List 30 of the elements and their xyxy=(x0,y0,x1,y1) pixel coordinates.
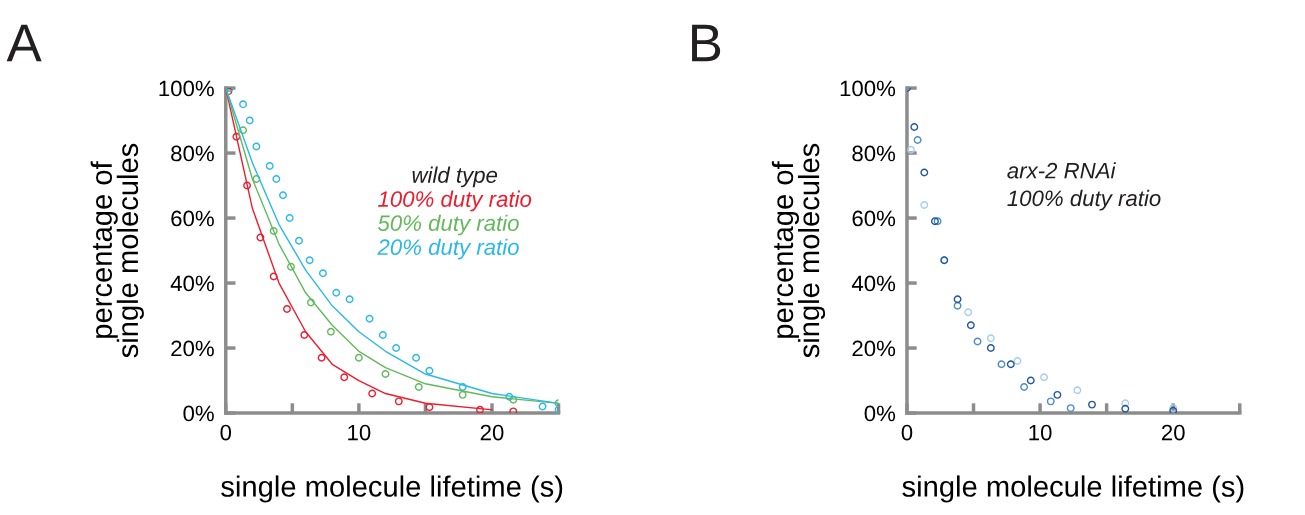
text: A xyxy=(6,24,42,62)
text: 20% duty ratio xyxy=(377,238,519,260)
y-tick-label: 80% xyxy=(852,145,896,162)
x-axis-title: single molecule lifetime (s) xyxy=(902,475,1244,503)
x-tick-label: 20 xyxy=(1161,424,1185,441)
y-tick-label: 100% xyxy=(159,80,214,97)
y-tick-label: 60% xyxy=(171,210,214,227)
annotation: 100% duty ratio xyxy=(1007,189,1161,211)
x-tick-label: 0 xyxy=(901,424,913,441)
y-tick-label: 80% xyxy=(171,145,214,162)
annotation: arx-2 RNAi xyxy=(1007,162,1116,179)
y-tick-label: 20% xyxy=(171,340,214,357)
y-axis-title: percentage of single molecules xyxy=(771,143,826,358)
y-tick-label: 100% xyxy=(840,80,896,97)
text: 50% duty ratio xyxy=(377,214,519,236)
y-tick-label: 40% xyxy=(170,275,214,292)
x-tick-label: 20 xyxy=(480,424,504,441)
y-tick-label: 60% xyxy=(852,210,896,227)
y-tick-label: 40% xyxy=(851,275,896,292)
y-tick-label: 0% xyxy=(864,405,896,422)
y-axis-title: percentage of single molecules xyxy=(90,143,144,358)
y-tick-label: 20% xyxy=(852,340,896,357)
y-tick-label: 0% xyxy=(183,405,214,422)
x-axis-title: single molecule lifetime (s) xyxy=(221,475,563,503)
legend-title: wild type xyxy=(412,166,498,188)
x-tick-label: 10 xyxy=(348,424,371,441)
x-tick-label: 10 xyxy=(1029,424,1052,441)
x-tick-label: 0 xyxy=(220,424,232,441)
text: 100% duty ratio xyxy=(378,190,532,212)
text: B xyxy=(692,24,721,62)
